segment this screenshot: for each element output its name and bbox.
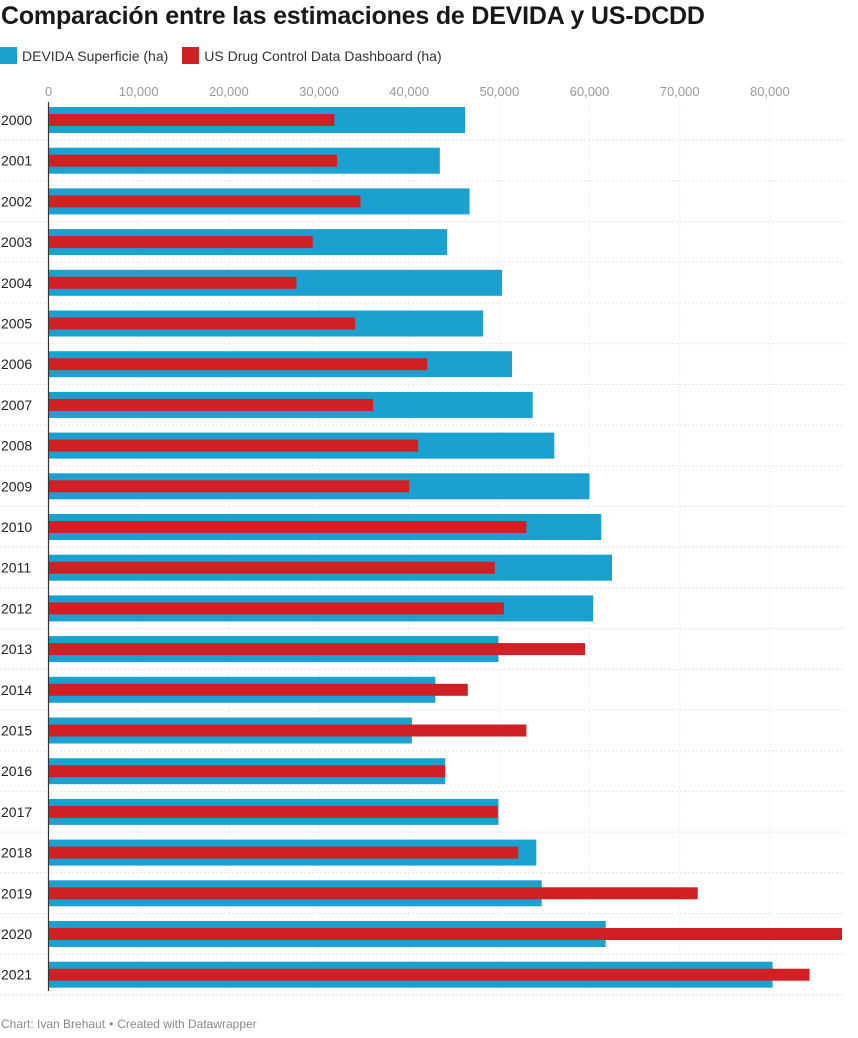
y-category-label: 2017 bbox=[1, 804, 32, 820]
y-category-label: 2015 bbox=[1, 723, 32, 739]
legend-swatch-us-dcdd bbox=[182, 47, 200, 64]
bar-us-dcdd-2005 bbox=[48, 317, 356, 330]
bar-us-dcdd-2001 bbox=[48, 154, 338, 167]
x-tick-label: 30,000 bbox=[299, 84, 339, 99]
y-category-label: 2018 bbox=[1, 845, 32, 861]
bar-us-dcdd-2012 bbox=[48, 602, 504, 615]
y-category-label: 2014 bbox=[1, 682, 32, 698]
legend-label-devida: DEVIDA Superficie (ha) bbox=[22, 47, 169, 64]
footer: Chart: Ivan Brehaut • Created with Datawra… bbox=[1, 1017, 257, 1031]
bar-us-dcdd-2020 bbox=[48, 928, 842, 940]
y-category-label: 2021 bbox=[1, 967, 32, 983]
x-tick-label: 20,000 bbox=[209, 84, 249, 99]
footer-tool: Created with Datawrapper bbox=[117, 1017, 257, 1031]
bar-us-dcdd-2015 bbox=[48, 724, 527, 737]
chart-title: Comparación entre las estimaciones de DE… bbox=[1, 2, 705, 30]
y-category-label: 2019 bbox=[1, 885, 32, 901]
bar-us-dcdd-2006 bbox=[48, 358, 428, 371]
y-category-label: 2004 bbox=[1, 275, 32, 291]
y-category-label: 2012 bbox=[1, 600, 32, 616]
x-tick-label: 10,000 bbox=[119, 84, 159, 99]
legend: DEVIDA Superficie (ha) US Drug Control D… bbox=[0, 47, 456, 64]
y-category-label: 2016 bbox=[1, 763, 32, 779]
bar-us-dcdd-2010 bbox=[48, 521, 527, 533]
x-tick-label: 40,000 bbox=[389, 84, 429, 99]
y-category-label: 2001 bbox=[1, 153, 32, 169]
legend-item-us-dcdd: US Drug Control Data Dashboard (ha) bbox=[182, 47, 442, 64]
x-tick-label: 60,000 bbox=[570, 84, 610, 99]
y-category-label: 2002 bbox=[1, 193, 32, 209]
bar-us-dcdd-2003 bbox=[48, 236, 313, 249]
bar-us-dcdd-2016 bbox=[48, 765, 446, 778]
bar-chart: 0 10,000 20,000 30,000 40,000 50,000 60,000 70,… bbox=[0, 84, 845, 996]
bar-us-dcdd-2004 bbox=[48, 276, 297, 289]
x-tick-label: 0 bbox=[45, 84, 52, 99]
y-category-label: 2020 bbox=[1, 926, 32, 942]
bar-us-dcdd-2007 bbox=[48, 398, 374, 411]
y-category-label: 2013 bbox=[1, 641, 32, 657]
bar-us-dcdd-2014 bbox=[48, 683, 468, 696]
legend-item-devida: DEVIDA Superficie (ha) bbox=[0, 47, 168, 64]
y-category-label: 2010 bbox=[1, 519, 32, 535]
bar-us-dcdd-2009 bbox=[48, 480, 410, 493]
y-category-label: 2006 bbox=[1, 356, 32, 372]
bar-us-dcdd-2000 bbox=[48, 114, 335, 126]
bar-us-dcdd-2002 bbox=[48, 195, 361, 208]
y-category-label: 2011 bbox=[1, 560, 31, 576]
y-category-label: 2005 bbox=[1, 316, 32, 332]
y-category-label: 2000 bbox=[1, 112, 32, 128]
legend-label-us-dcdd: US Drug Control Data Dashboard (ha) bbox=[204, 47, 442, 64]
y-category-label: 2003 bbox=[1, 234, 32, 250]
x-tick-label: 80,000 bbox=[750, 84, 790, 99]
bar-us-dcdd-2019 bbox=[48, 887, 698, 900]
footer-credit: Chart: Ivan Brehaut bbox=[1, 1017, 106, 1031]
x-tick-label: 50,000 bbox=[479, 84, 519, 99]
bar-us-dcdd-2021 bbox=[48, 968, 810, 981]
bar-us-dcdd-2018 bbox=[48, 846, 519, 859]
bar-us-dcdd-2011 bbox=[48, 561, 495, 574]
legend-swatch-devida bbox=[0, 47, 17, 64]
y-category-label: 2007 bbox=[1, 397, 32, 413]
y-category-label: 2009 bbox=[1, 478, 32, 494]
footer-separator: • bbox=[109, 1017, 114, 1031]
x-tick-label: 70,000 bbox=[660, 84, 700, 99]
bar-us-dcdd-2008 bbox=[48, 439, 419, 452]
y-category-label: 2008 bbox=[1, 438, 32, 454]
bar-us-dcdd-2013 bbox=[48, 643, 586, 656]
bar-us-dcdd-2017 bbox=[48, 805, 498, 818]
